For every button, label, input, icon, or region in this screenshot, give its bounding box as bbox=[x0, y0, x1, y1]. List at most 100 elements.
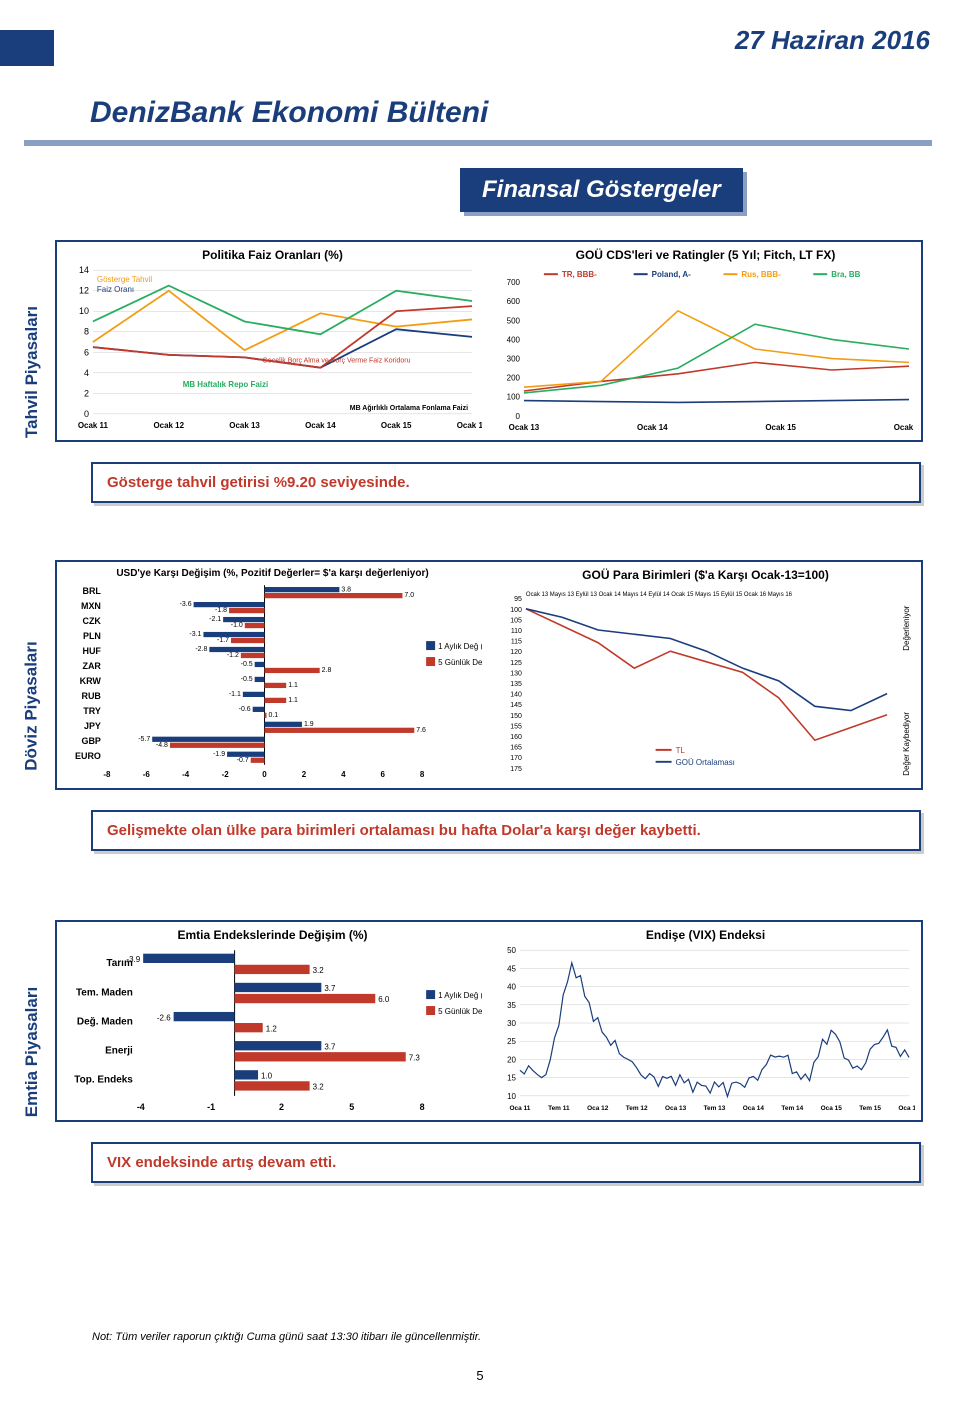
commentary-doviz: Gelişmekte olan ülke para birimleri orta… bbox=[91, 810, 921, 851]
chart-vix: Endişe (VIX) Endeksi 101520253035404550O… bbox=[496, 928, 915, 1114]
svg-text:115: 115 bbox=[511, 639, 522, 646]
section-label-doviz: Döviz Piyasaları bbox=[17, 560, 47, 851]
svg-text:20: 20 bbox=[507, 1055, 516, 1064]
svg-text:-6: -6 bbox=[143, 770, 151, 779]
svg-text:TRY: TRY bbox=[83, 706, 101, 716]
svg-text:ZAR: ZAR bbox=[82, 661, 101, 671]
svg-text:0: 0 bbox=[516, 412, 521, 421]
svg-text:8: 8 bbox=[420, 1102, 425, 1112]
svg-text:140: 140 bbox=[510, 692, 522, 699]
svg-text:JPY: JPY bbox=[84, 721, 101, 731]
svg-text:Tem 15: Tem 15 bbox=[859, 1105, 881, 1112]
svg-text:0: 0 bbox=[84, 409, 89, 419]
svg-text:6: 6 bbox=[381, 770, 386, 779]
svg-text:170: 170 bbox=[510, 755, 522, 762]
svg-text:RUB: RUB bbox=[81, 691, 101, 701]
svg-text:EURO: EURO bbox=[75, 751, 101, 761]
chart-policy-rates: Politika Faiz Oranları (%) 02468101214Oc… bbox=[63, 248, 482, 434]
svg-text:30: 30 bbox=[507, 1019, 516, 1028]
svg-text:110: 110 bbox=[511, 628, 522, 635]
svg-text:-4.8: -4.8 bbox=[156, 742, 168, 749]
svg-text:2: 2 bbox=[302, 770, 307, 779]
svg-text:10: 10 bbox=[79, 306, 89, 316]
svg-text:-3.1: -3.1 bbox=[189, 631, 201, 638]
charts-row-emtia: Emtia Endekslerinde Değişim (%) Tarım-3.… bbox=[55, 920, 923, 1122]
svg-text:95: 95 bbox=[514, 596, 522, 603]
svg-text:300: 300 bbox=[507, 355, 521, 364]
svg-text:160: 160 bbox=[510, 734, 522, 741]
chart-policy-area: 02468101214Ocak 11Ocak 12Ocak 13Ocak 14O… bbox=[63, 264, 482, 434]
chart-emtia-area: Tarım-3.93.2Tem. Maden3.76.0Değ. Maden-2… bbox=[63, 944, 482, 1114]
svg-text:135: 135 bbox=[510, 681, 522, 688]
svg-text:GBP: GBP bbox=[81, 736, 100, 746]
commentary-tahvil: Gösterge tahvil getirisi %9.20 seviyesin… bbox=[91, 462, 921, 503]
svg-text:KRW: KRW bbox=[80, 676, 102, 686]
svg-text:2.8: 2.8 bbox=[322, 667, 332, 674]
svg-text:1.0: 1.0 bbox=[261, 1072, 273, 1081]
svg-text:MB Haftalık Repo Faizi: MB Haftalık Repo Faizi bbox=[183, 380, 268, 389]
svg-text:145: 145 bbox=[510, 702, 522, 709]
svg-text:-1: -1 bbox=[207, 1102, 215, 1112]
svg-text:4: 4 bbox=[84, 368, 89, 378]
svg-text:1.1: 1.1 bbox=[288, 682, 298, 689]
svg-text:TR, BBB-: TR, BBB- bbox=[562, 270, 597, 279]
svg-text:Ocak 14: Ocak 14 bbox=[305, 421, 336, 430]
svg-text:Ocak 14: Ocak 14 bbox=[637, 423, 668, 432]
svg-text:3.8: 3.8 bbox=[341, 586, 351, 593]
svg-text:3.2: 3.2 bbox=[313, 1083, 325, 1092]
svg-text:-3.9: -3.9 bbox=[126, 955, 140, 964]
svg-text:-1.1: -1.1 bbox=[229, 691, 241, 698]
svg-text:10: 10 bbox=[507, 1092, 516, 1101]
svg-text:Tem 14: Tem 14 bbox=[781, 1105, 803, 1112]
svg-text:Gösterge Tahvil: Gösterge Tahvil bbox=[97, 275, 152, 284]
svg-text:TL: TL bbox=[676, 746, 686, 755]
svg-text:MB Ağırlıklı Ortalama Fonlama: MB Ağırlıklı Ortalama Fonlama Faizi bbox=[350, 405, 468, 412]
charts-row-doviz: USD'ye Karşı Değişim (%, Pozitif Değerle… bbox=[55, 560, 923, 790]
svg-text:165: 165 bbox=[510, 745, 522, 752]
svg-text:GOÜ Ortalaması: GOÜ Ortalaması bbox=[676, 758, 735, 767]
section-emtia: Emtia Piyasaları Emtia Endekslerinde Değ… bbox=[55, 920, 923, 1183]
svg-text:1 Aylık Değ (%): 1 Aylık Değ (%) bbox=[438, 642, 482, 651]
svg-text:40: 40 bbox=[507, 983, 516, 992]
svg-text:120: 120 bbox=[510, 649, 522, 656]
svg-text:-2.6: -2.6 bbox=[157, 1013, 171, 1022]
svg-text:500: 500 bbox=[507, 316, 521, 325]
svg-text:Top. Endeks: Top. Endeks bbox=[74, 1075, 133, 1086]
svg-text:Oca 11: Oca 11 bbox=[510, 1105, 531, 1112]
svg-text:Ocak 12: Ocak 12 bbox=[153, 421, 184, 430]
svg-text:25: 25 bbox=[507, 1037, 516, 1046]
section-label-emtia: Emtia Piyasaları bbox=[17, 920, 47, 1183]
svg-text:-0.5: -0.5 bbox=[241, 661, 253, 668]
publication-date: 27 Haziran 2016 bbox=[735, 25, 930, 56]
svg-text:3.7: 3.7 bbox=[324, 1042, 336, 1051]
chart-cds: GOÜ CDS'leri ve Ratingler (5 Yıl; Fitch,… bbox=[496, 248, 915, 434]
svg-text:2: 2 bbox=[84, 388, 89, 398]
title-underline bbox=[24, 140, 932, 146]
svg-text:PLN: PLN bbox=[83, 631, 101, 641]
svg-text:2: 2 bbox=[279, 1102, 284, 1112]
svg-text:Tem 12: Tem 12 bbox=[626, 1105, 648, 1112]
chart-em-fx: GOÜ Para Birimleri ($'a Karşı Ocak-13=10… bbox=[496, 568, 915, 782]
svg-text:Bra, BB: Bra, BB bbox=[831, 270, 860, 279]
chart-em-fx-area: 9510010511011512012513013514014515015516… bbox=[496, 584, 915, 784]
svg-text:Ocak 15: Ocak 15 bbox=[765, 423, 796, 432]
svg-text:MXN: MXN bbox=[81, 601, 101, 611]
chart-cds-area: 0100200300400500600700TR, BBB-Poland, A-… bbox=[496, 264, 915, 434]
svg-text:1 Aylık Değ (%): 1 Aylık Değ (%) bbox=[438, 991, 482, 1000]
svg-text:0.1: 0.1 bbox=[268, 712, 278, 719]
top-bar-decoration bbox=[0, 30, 54, 66]
svg-text:50: 50 bbox=[507, 946, 516, 955]
svg-text:600: 600 bbox=[507, 297, 521, 306]
svg-text:15: 15 bbox=[507, 1074, 516, 1083]
svg-text:125: 125 bbox=[510, 660, 522, 667]
svg-text:-2: -2 bbox=[222, 770, 230, 779]
svg-text:5 Günlük Değ (%): 5 Günlük Değ (%) bbox=[438, 658, 482, 667]
svg-text:-4: -4 bbox=[137, 1102, 145, 1112]
svg-text:HUF: HUF bbox=[82, 646, 101, 656]
svg-text:Oca 15: Oca 15 bbox=[821, 1105, 843, 1112]
svg-text:400: 400 bbox=[507, 335, 521, 344]
svg-text:-3.6: -3.6 bbox=[180, 601, 192, 608]
svg-text:Oca 16: Oca 16 bbox=[898, 1105, 915, 1112]
svg-text:Ocak 13 Mayıs 13 Eylül 13 O: Ocak 13 Mayıs 13 Eylül 13 Ocak 14 Mayıs … bbox=[526, 592, 793, 598]
svg-text:1.9: 1.9 bbox=[304, 721, 314, 728]
